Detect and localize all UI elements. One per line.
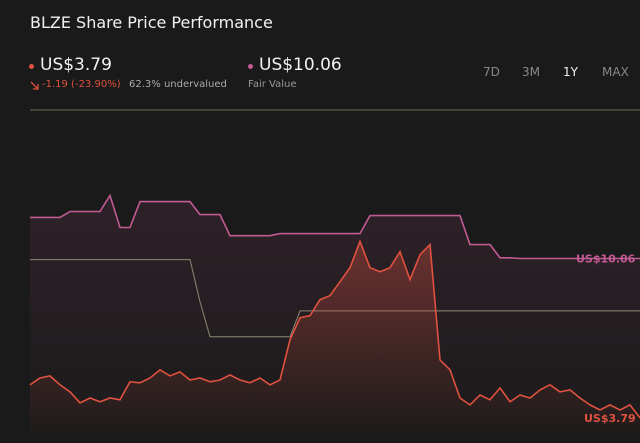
- price-end-label: US$3.79: [584, 412, 636, 425]
- range-tab[interactable]: MAX: [602, 65, 629, 79]
- range-tab[interactable]: 7D: [483, 65, 500, 79]
- fair-value-end-label: US$10.06: [576, 253, 636, 266]
- line: [30, 193, 640, 260]
- undervalued: 62.3% undervalued: [129, 79, 227, 90]
- fair-value-caption: Fair Value: [248, 79, 297, 90]
- down-arrow: [30, 81, 39, 90]
- fair-value-dot: [248, 64, 253, 69]
- range-tab[interactable]: 3M: [522, 65, 540, 79]
- price-dot: [29, 64, 34, 69]
- area: [30, 241, 640, 443]
- title: BLZE Share Price Performance: [30, 13, 273, 32]
- range-tab[interactable]: 1Y: [563, 65, 578, 79]
- line: [29, 239, 640, 419]
- fair-value: US$10.06: [259, 55, 342, 75]
- change: -1.19 (-23.90%): [42, 79, 121, 90]
- price: US$3.79: [40, 55, 112, 75]
